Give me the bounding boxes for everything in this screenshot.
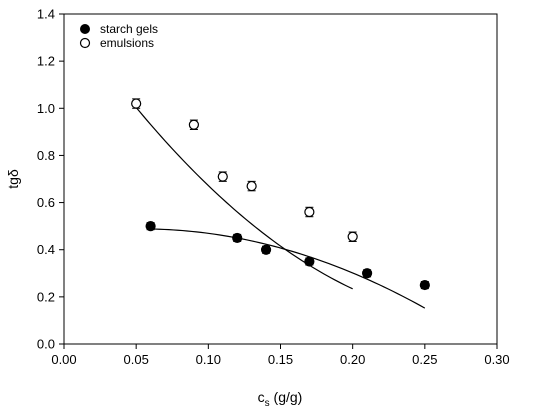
y-tick-label: 0.0 xyxy=(37,337,55,352)
x-axis-label-units: (g/g) xyxy=(270,389,303,405)
legend-label-emulsions: emulsions xyxy=(100,36,154,50)
point-starch-gels xyxy=(419,279,430,291)
x-tick-label: 0.00 xyxy=(51,352,76,367)
x-axis-label: cs (g/g) xyxy=(258,389,303,409)
point-starch-gels xyxy=(232,232,243,244)
point-emulsions xyxy=(217,171,228,182)
x-tick-label: 0.15 xyxy=(268,352,293,367)
point-emulsions xyxy=(347,231,358,242)
point-starch-gels xyxy=(260,244,272,255)
x-axis-label-main: c xyxy=(258,389,265,405)
x-tick-label: 0.30 xyxy=(484,352,509,367)
point-emulsions xyxy=(188,119,199,130)
y-tick-label: 1.0 xyxy=(37,101,55,116)
plot-area xyxy=(63,13,498,345)
legend: starch gels emulsions xyxy=(79,22,158,50)
x-axis-label-subscript: s xyxy=(265,398,270,409)
y-tick-label: 0.2 xyxy=(37,289,55,304)
legend-marker-starch-gels xyxy=(80,24,90,34)
point-emulsions xyxy=(131,98,142,109)
y-tick-label: 1.4 xyxy=(37,7,55,22)
x-tick-label: 0.05 xyxy=(124,352,149,367)
y-tick-label: 0.8 xyxy=(37,148,55,163)
point-starch-gels xyxy=(362,268,373,279)
point-starch-gels xyxy=(145,221,156,232)
fit-curve-starch-gels xyxy=(150,228,426,309)
data-points xyxy=(131,98,430,291)
legend-label-starch-gels: starch gels xyxy=(100,22,158,36)
x-tick-label: 0.20 xyxy=(340,352,365,367)
y-tick-label: 0.4 xyxy=(37,242,55,257)
x-tick-label: 0.10 xyxy=(196,352,221,367)
point-starch-gels xyxy=(304,256,315,267)
y-tick-label: 1.2 xyxy=(37,54,55,69)
y-tick-label: 0.6 xyxy=(37,195,55,210)
point-emulsions xyxy=(304,206,315,218)
fit-curve-emulsions xyxy=(135,107,353,290)
legend-marker-emulsions xyxy=(79,37,91,49)
x-tick-label: 0.25 xyxy=(412,352,437,367)
fit-curves xyxy=(135,107,426,309)
y-axis-label: tgδ xyxy=(5,169,21,189)
point-emulsions xyxy=(246,180,257,192)
axis-ticks: 0.00 0.05 0.10 0.15 0.20 0.25 0.30 0.0 0.2 0.4 0.6… xyxy=(37,7,510,368)
